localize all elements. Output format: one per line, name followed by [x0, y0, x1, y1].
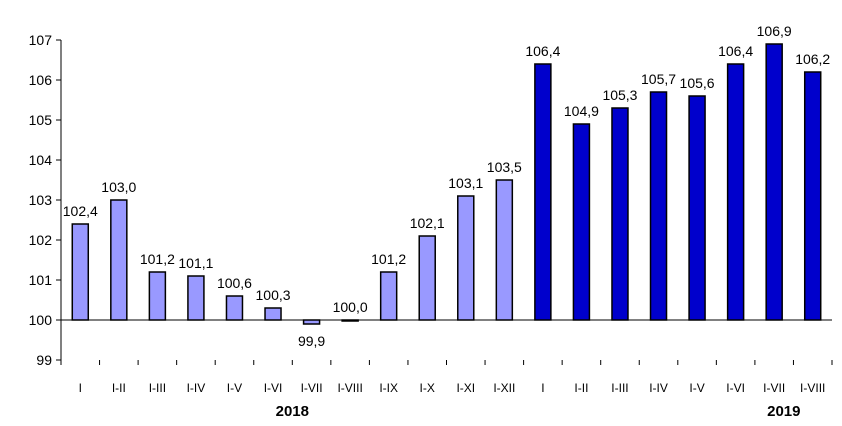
- bar: [457, 195, 475, 321]
- data-label: 103,5: [487, 159, 522, 175]
- y-tick-label: 100: [29, 312, 53, 328]
- x-tick-label: I: [79, 381, 82, 395]
- x-tick-label: I-VI: [264, 381, 283, 395]
- bar: [264, 307, 282, 321]
- bar: [803, 71, 822, 321]
- data-label: 100,3: [256, 287, 291, 303]
- data-label: 102,1: [410, 215, 445, 231]
- x-tick-label: I-VII: [301, 381, 323, 395]
- x-tick-label: I-II: [574, 381, 588, 395]
- data-label: 106,9: [757, 23, 792, 39]
- year-label: 2019: [767, 403, 800, 420]
- x-tick-label: I-II: [112, 381, 126, 395]
- bar: [495, 179, 514, 321]
- bar: [379, 271, 398, 321]
- data-label: 103,0: [101, 179, 136, 195]
- y-tick-label: 101: [29, 272, 53, 288]
- x-tick-label: I-V: [689, 381, 704, 395]
- bar: [572, 123, 591, 321]
- x-tick-label: I-X: [420, 381, 435, 395]
- bar: [225, 295, 244, 321]
- x-tick-label: I-V: [227, 381, 242, 395]
- x-tick-label: I-III: [149, 381, 166, 395]
- y-tick-label: 106: [29, 72, 53, 88]
- bar: [302, 319, 321, 325]
- bar: [187, 275, 205, 321]
- y-tick-label: 107: [29, 32, 53, 48]
- bar: [726, 63, 745, 321]
- data-label: 101,2: [371, 251, 406, 267]
- x-tick-label: I-III: [611, 381, 628, 395]
- data-label: 100,0: [333, 299, 368, 315]
- bar: [688, 95, 706, 321]
- data-label: 106,2: [795, 51, 830, 67]
- x-tick-label: I: [541, 381, 544, 395]
- bar: [765, 43, 783, 321]
- x-tick-label: I-XII: [493, 381, 515, 395]
- x-tick-label: I-IX: [379, 381, 398, 395]
- year-label: 2018: [276, 403, 309, 420]
- bar: [534, 63, 552, 321]
- x-tick-label: I-IV: [649, 381, 668, 395]
- data-label: 106,4: [718, 43, 753, 59]
- x-tick-label: I-VIII: [337, 381, 362, 395]
- data-label: 101,1: [178, 255, 213, 271]
- bar: [611, 107, 629, 321]
- data-label: 103,1: [448, 175, 483, 191]
- bar: [110, 199, 128, 321]
- data-label: 99,9: [298, 333, 325, 349]
- bar: [341, 319, 359, 322]
- x-tick-label: I-XI: [456, 381, 475, 395]
- bar: [418, 235, 436, 321]
- y-tick-label: 105: [29, 112, 53, 128]
- data-label: 105,3: [602, 87, 637, 103]
- y-tick-label: 102: [29, 232, 53, 248]
- data-label: 104,9: [564, 103, 599, 119]
- data-label: 106,4: [525, 43, 560, 59]
- y-tick-label: 99: [36, 352, 52, 368]
- data-label: 100,6: [217, 275, 252, 291]
- bar: [148, 271, 167, 321]
- x-tick-label: I-VII: [763, 381, 785, 395]
- data-label: 105,6: [680, 75, 715, 91]
- data-label: 101,2: [140, 251, 175, 267]
- bar: [649, 91, 668, 321]
- data-label: 105,7: [641, 71, 676, 87]
- x-tick-label: I-VI: [726, 381, 745, 395]
- bar: [71, 223, 90, 321]
- y-tick-label: 103: [29, 192, 53, 208]
- y-tick-label: 104: [29, 152, 53, 168]
- x-tick-label: I-IV: [187, 381, 206, 395]
- data-label: 102,4: [63, 203, 98, 219]
- x-tick-label: I-VIII: [800, 381, 825, 395]
